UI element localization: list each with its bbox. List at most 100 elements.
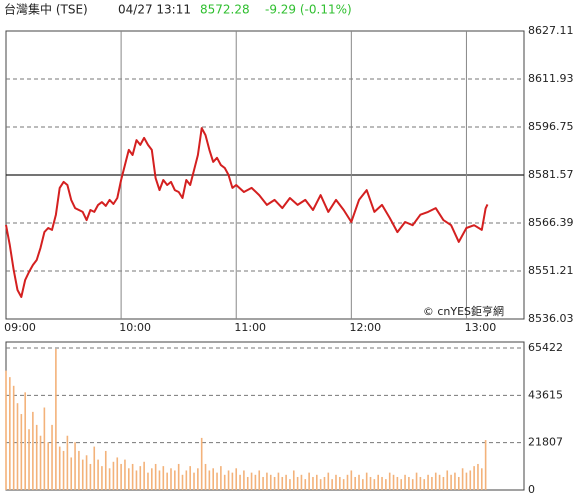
volume-bar	[300, 474, 303, 490]
volume-bar	[266, 472, 268, 490]
volume-bar	[62, 450, 65, 490]
volume-bar	[104, 450, 107, 490]
volume-bar	[166, 472, 168, 490]
quote-time: 04/27 13:11	[118, 3, 191, 17]
y-tick-label: 8551.21	[528, 264, 574, 277]
volume-bar	[193, 472, 195, 490]
volume-bar	[220, 466, 222, 490]
volume-bar	[108, 468, 111, 490]
x-tick-label: 09:00	[4, 321, 36, 334]
volume-bar	[354, 476, 356, 490]
volume-bar	[9, 377, 11, 490]
y-tick-label: 21807	[528, 436, 563, 449]
y-tick-label: 8596.75	[528, 120, 574, 133]
volume-bar	[70, 457, 73, 490]
volume-bar	[20, 414, 23, 490]
volume-bar	[423, 479, 426, 490]
x-tick-label: 11:00	[234, 321, 266, 334]
volume-bar	[477, 463, 479, 490]
volume-bar	[212, 468, 214, 490]
volume-bar	[235, 468, 238, 490]
volume-bar	[362, 479, 364, 490]
volume-bar	[227, 470, 230, 490]
volume-bar	[373, 479, 376, 490]
volume-bar	[139, 466, 142, 490]
volume-bar	[415, 472, 418, 490]
volume-bar	[365, 472, 368, 490]
volume-bar	[342, 479, 345, 490]
volume-bar	[404, 474, 406, 490]
watermark: © cnYES鉅亨網	[423, 304, 504, 318]
volume-bar	[312, 476, 314, 490]
volume-bar	[85, 455, 88, 490]
volume-bar	[35, 424, 38, 490]
volume-bar	[81, 459, 84, 490]
volume-bar	[431, 476, 433, 490]
volume-bar	[442, 476, 445, 490]
volume-bar	[66, 435, 69, 490]
x-tick-label: 13:00	[465, 321, 497, 334]
volume-bar	[185, 470, 188, 490]
volume-bar	[162, 466, 165, 490]
volume-bar	[319, 479, 322, 490]
volume-bar	[177, 463, 180, 490]
volume-bar	[101, 466, 103, 490]
volume-bar	[446, 470, 449, 490]
volume-bar	[47, 442, 50, 490]
volume-bar	[281, 476, 284, 490]
volume-bar	[16, 403, 19, 490]
volume-bar	[258, 470, 261, 490]
volume-bar	[204, 463, 207, 490]
volume-bar	[408, 476, 410, 490]
volume-bar	[231, 472, 234, 490]
volume-bar	[450, 474, 452, 490]
volume-bar	[396, 476, 399, 490]
volume-bar	[154, 463, 157, 490]
volume-bar	[465, 472, 468, 490]
volume-bar	[262, 476, 264, 490]
volume-bar	[189, 466, 191, 490]
y-tick-label: 8627.11	[528, 24, 574, 37]
volume-bar	[273, 476, 276, 490]
volume-bar	[473, 466, 475, 490]
volume-bar	[216, 472, 218, 490]
volume-bar	[454, 472, 456, 490]
volume-bar	[197, 468, 199, 490]
volume-bar	[392, 474, 395, 490]
volume-bar	[97, 459, 99, 490]
volume-bar	[143, 461, 145, 490]
volume-bar	[289, 479, 291, 490]
volume-bar	[339, 476, 341, 490]
volume-bar	[112, 461, 115, 490]
volume-bar	[285, 474, 287, 490]
volume-bar	[39, 435, 42, 490]
volume-bar	[170, 468, 172, 490]
volume-bar	[78, 450, 80, 490]
volume-bar	[323, 476, 326, 490]
volume-bar	[243, 470, 245, 490]
volume-bar	[358, 474, 360, 490]
volume-bar	[12, 385, 15, 490]
volume-bar	[331, 479, 333, 490]
volume-bar	[400, 479, 403, 490]
volume-bar	[51, 424, 53, 490]
volume-bar	[28, 429, 30, 490]
x-tick-label: 10:00	[119, 321, 151, 334]
y-tick-label: 65422	[528, 341, 563, 354]
volume-bar	[135, 470, 138, 490]
volume-bar	[292, 470, 295, 490]
y-tick-label: 43615	[528, 388, 563, 401]
volume-bar	[385, 479, 387, 490]
volume-bar	[116, 457, 119, 490]
volume-bar	[316, 474, 318, 490]
volume-bar	[151, 468, 153, 490]
last-price: 8572.28	[200, 3, 250, 17]
volume-bar	[223, 474, 226, 490]
volume-bar	[174, 470, 176, 490]
volume-bar	[254, 474, 257, 490]
volume-bar	[24, 392, 26, 490]
index-name: 台灣集中 (TSE)	[4, 2, 88, 17]
volume-bar	[239, 474, 241, 490]
volume-bar	[277, 472, 280, 490]
volume-bar	[438, 474, 441, 490]
